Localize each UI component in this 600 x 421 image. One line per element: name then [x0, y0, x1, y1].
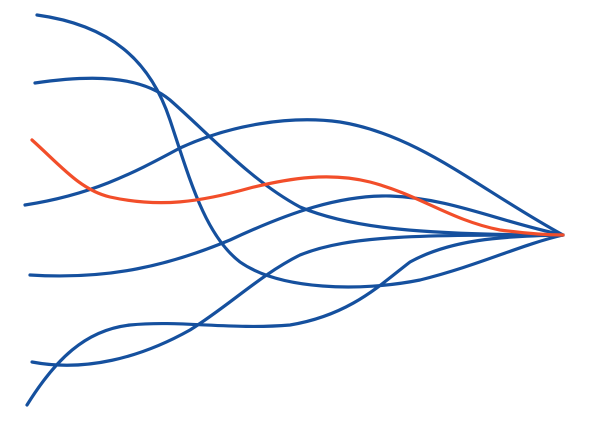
curve: [33, 76, 565, 237]
curve: [28, 194, 565, 278]
curve: [35, 13, 565, 289]
curve: [25, 233, 565, 407]
highlight-curve: [30, 138, 565, 237]
curve: [30, 233, 565, 367]
curve: [23, 118, 565, 237]
